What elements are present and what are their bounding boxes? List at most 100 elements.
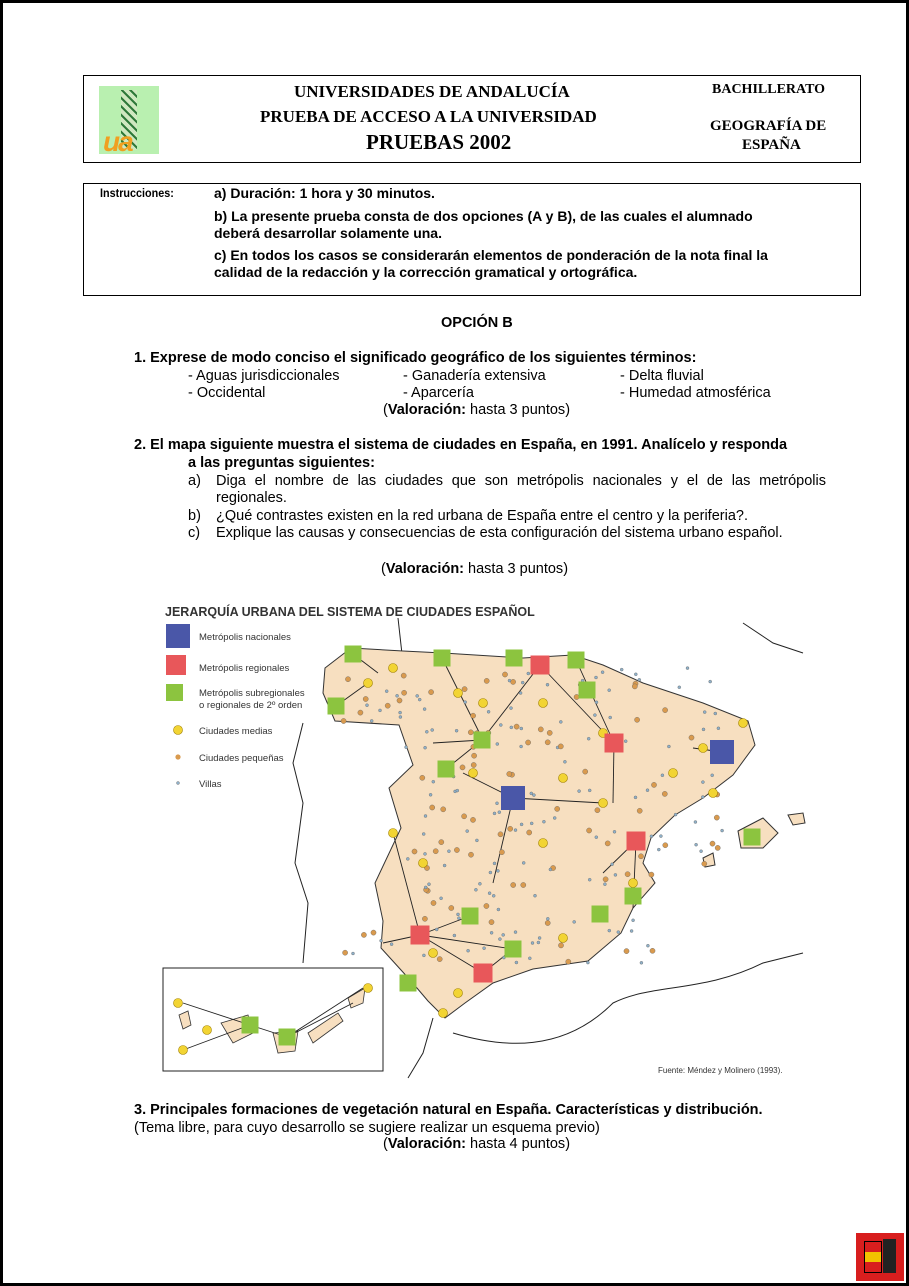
small-city-dot: [461, 813, 467, 820]
villa-dot: [427, 882, 431, 886]
villa-dot: [351, 951, 355, 956]
villa-dot: [406, 857, 410, 861]
level-label: BACHILLERATO: [712, 82, 826, 97]
villa-dot: [370, 719, 374, 723]
villa-dot: [646, 944, 650, 948]
small-city-dot: [648, 871, 655, 878]
connection-line: [441, 657, 484, 741]
small-city-dot: [438, 839, 445, 845]
small-city-dot: [357, 709, 364, 716]
canary-inset-frame: [162, 967, 384, 1072]
villa-dot: [594, 700, 599, 704]
small-city-dot: [340, 718, 347, 724]
medium-city-dot: [428, 948, 438, 958]
villa-dot: [478, 882, 482, 886]
villa-dot: [522, 861, 526, 865]
villa-dot: [423, 746, 427, 750]
small-city-dot: [623, 948, 630, 954]
villa-dot: [431, 780, 435, 784]
urban-hierarchy-map: JERARQUÍA URBANA DEL SISTEMA DE CIUDADES…: [162, 604, 806, 1079]
item-text: Explique las causas y consecuencias de e…: [216, 525, 783, 541]
small-city-dot: [582, 768, 589, 775]
legend-regional-swatch: [166, 655, 186, 675]
villa-dot: [466, 949, 470, 953]
villa-dot: [518, 691, 523, 695]
item-letter: c): [188, 525, 201, 541]
villa-dot: [660, 773, 665, 777]
small-city-dot: [436, 956, 443, 962]
villa-dot: [577, 789, 581, 793]
villa-dot: [501, 933, 505, 937]
small-city-dot: [483, 903, 490, 909]
medium-city-dot: [453, 988, 463, 998]
small-city-dot: [422, 916, 428, 922]
small-city-dot: [510, 882, 517, 888]
small-city-dot: [440, 806, 447, 813]
villa-dot: [703, 710, 707, 714]
small-city-dot: [544, 739, 551, 746]
header-line2: PRUEBA DE ACCESO A LA UNIVERSIDAD: [260, 107, 597, 126]
subregional-metropolis-square: [344, 645, 362, 663]
small-city-dot: [471, 752, 477, 759]
villa-dot: [439, 896, 443, 900]
villa-dot: [607, 688, 611, 692]
small-city-dot: [499, 849, 505, 856]
legend-label: o regionales de 2º orden: [199, 700, 302, 711]
small-city-dot: [565, 958, 572, 965]
villa-dot: [492, 811, 497, 816]
small-city-dot: [510, 679, 516, 685]
instruction-c: c) En todos los casos se considerarán el…: [214, 247, 768, 263]
villa-dot: [532, 793, 536, 797]
small-city-dot: [636, 808, 643, 814]
subject-line1: GEOGRAFÍA DE: [710, 118, 827, 134]
villa-dot: [607, 928, 611, 933]
small-city-dot: [454, 847, 460, 853]
term: - Humedad atmosférica: [620, 385, 771, 401]
medium-city-dot: [738, 718, 748, 728]
small-city-dot: [662, 842, 669, 849]
small-city-dot: [594, 807, 601, 814]
medium-city-dot: [418, 858, 428, 868]
villa-dot: [693, 820, 698, 824]
subregional-metropolis-square: [578, 681, 596, 699]
option-title: OPCIÓN B: [441, 315, 513, 331]
small-city-dot: [361, 932, 367, 938]
medium-city-dot: [388, 663, 398, 673]
connection-line: [612, 742, 615, 804]
small-city-dot: [709, 840, 716, 847]
small-city-dot: [586, 827, 592, 834]
villa-dot: [701, 727, 706, 732]
villa-dot: [475, 838, 479, 843]
connection-line: [419, 934, 514, 950]
small-city-dot: [370, 929, 377, 936]
villa-dot: [519, 822, 524, 827]
villa-dot: [629, 929, 634, 933]
instruction-b-cont: deberá desarrollar solamente una.: [214, 225, 442, 241]
villa-dot: [667, 744, 671, 749]
subregional-metropolis-square: [241, 1016, 259, 1034]
villa-dot: [424, 885, 428, 890]
small-city-dot: [470, 712, 476, 719]
legend-label: Metrópolis subregionales: [199, 688, 305, 699]
small-city-dot: [558, 743, 564, 750]
villa-dot: [563, 760, 567, 764]
instructions-box: Instrucciones: a) Duración: 1 hora y 30 …: [83, 183, 861, 296]
villa-dot: [398, 710, 402, 715]
small-city-dot: [384, 702, 391, 709]
small-city-dot: [538, 726, 544, 733]
item-letter: a): [188, 473, 201, 489]
medium-city-dot: [453, 688, 463, 698]
villa-dot: [530, 821, 534, 826]
medium-city-dot: [478, 698, 488, 708]
villa-dot: [634, 672, 638, 676]
medium-city-dot: [538, 838, 548, 848]
small-city-dot: [497, 831, 504, 838]
term: - Occidental: [188, 385, 266, 401]
small-city-dot: [419, 775, 426, 781]
legend-small-swatch: [175, 754, 181, 760]
score-text: hasta 3 puntos: [468, 561, 564, 577]
item-text: Diga el nombre de las ciudades que son m…: [216, 473, 826, 506]
regional-metropolis-square: [410, 925, 430, 945]
map-title: JERARQUÍA URBANA DEL SISTEMA DE CIUDADES…: [165, 604, 535, 619]
